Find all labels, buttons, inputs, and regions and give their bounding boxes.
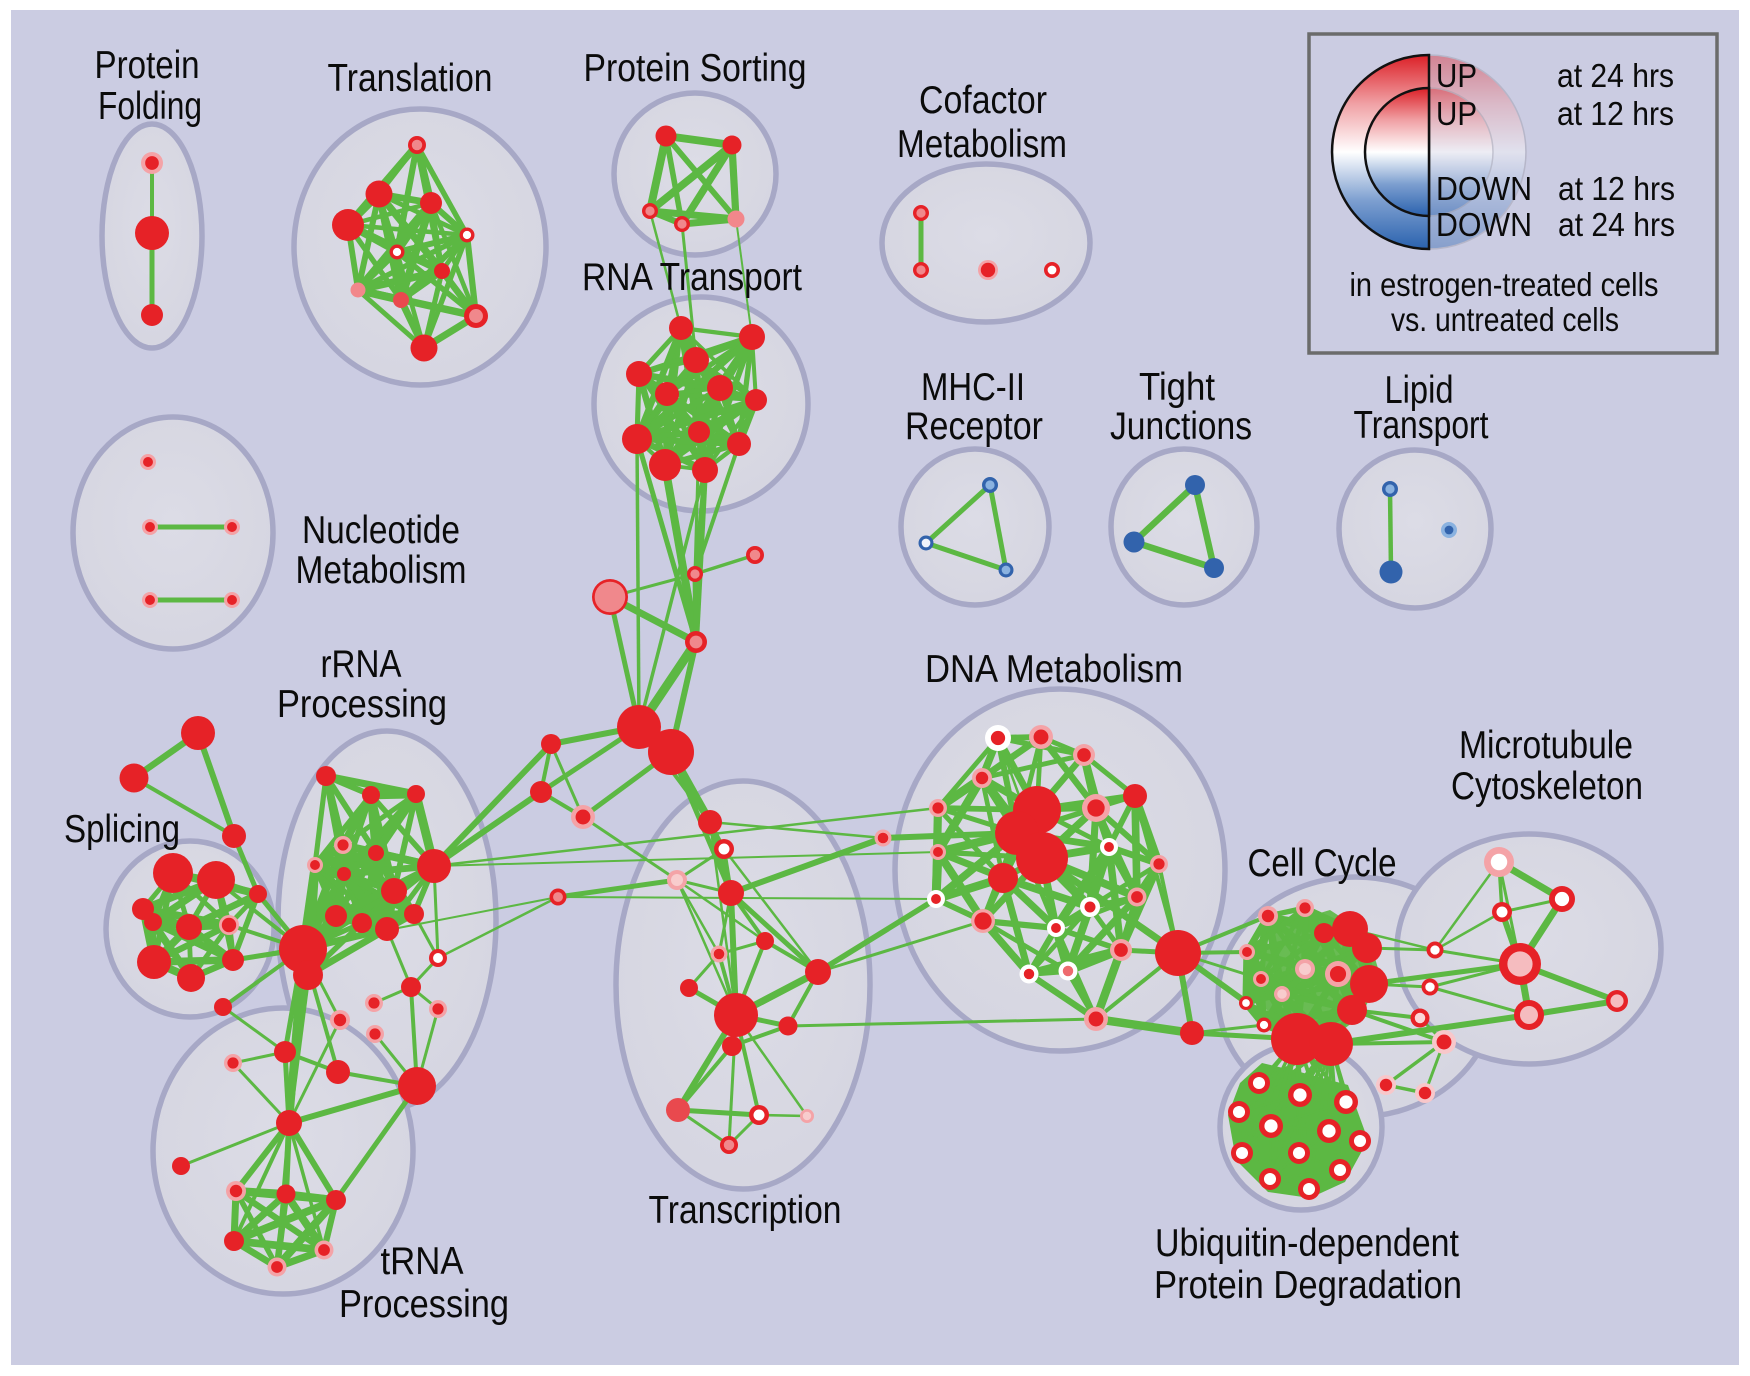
svg-text:Processing: Processing	[339, 1283, 509, 1326]
svg-text:at 12 hrs: at 12 hrs	[1558, 170, 1675, 207]
svg-text:tRNA: tRNA	[381, 1240, 464, 1283]
svg-text:Protein: Protein	[95, 44, 200, 87]
svg-text:Splicing: Splicing	[64, 808, 180, 851]
svg-text:Junctions: Junctions	[1110, 405, 1252, 448]
svg-text:DOWN: DOWN	[1436, 206, 1532, 243]
svg-text:in estrogen-treated cells: in estrogen-treated cells	[1350, 266, 1659, 303]
svg-text:Receptor: Receptor	[905, 405, 1043, 448]
svg-text:Folding: Folding	[98, 85, 202, 128]
svg-text:Nucleotide: Nucleotide	[302, 509, 460, 552]
svg-text:DOWN: DOWN	[1436, 170, 1532, 207]
svg-text:Transcription: Transcription	[649, 1189, 842, 1232]
svg-text:UP: UP	[1436, 95, 1477, 132]
svg-text:at 24 hrs: at 24 hrs	[1557, 57, 1674, 94]
svg-text:Cytoskeleton: Cytoskeleton	[1451, 765, 1643, 808]
svg-text:Metabolism: Metabolism	[296, 549, 467, 592]
svg-text:at 24 hrs: at 24 hrs	[1558, 206, 1675, 243]
svg-text:Protein Sorting: Protein Sorting	[584, 47, 807, 90]
svg-text:DNA Metabolism: DNA Metabolism	[925, 648, 1183, 691]
svg-text:at 12 hrs: at 12 hrs	[1557, 95, 1674, 132]
svg-text:Translation: Translation	[328, 57, 493, 100]
svg-text:Processing: Processing	[277, 683, 447, 726]
svg-text:Ubiquitin-dependent: Ubiquitin-dependent	[1155, 1222, 1459, 1265]
svg-text:Transport: Transport	[1354, 404, 1489, 447]
svg-text:Microtubule: Microtubule	[1459, 724, 1633, 767]
svg-text:Protein Degradation: Protein Degradation	[1154, 1264, 1462, 1307]
svg-text:Metabolism: Metabolism	[897, 123, 1067, 166]
svg-text:Tight: Tight	[1139, 366, 1215, 409]
svg-text:Cell Cycle: Cell Cycle	[1248, 842, 1397, 885]
svg-text:UP: UP	[1436, 57, 1477, 94]
svg-text:rRNA: rRNA	[321, 643, 402, 686]
svg-text:Lipid: Lipid	[1385, 369, 1454, 412]
svg-text:vs. untreated cells: vs. untreated cells	[1391, 301, 1619, 338]
svg-text:MHC-II: MHC-II	[921, 366, 1025, 409]
svg-text:Cofactor: Cofactor	[919, 79, 1047, 122]
svg-text:RNA Transport: RNA Transport	[582, 256, 802, 299]
